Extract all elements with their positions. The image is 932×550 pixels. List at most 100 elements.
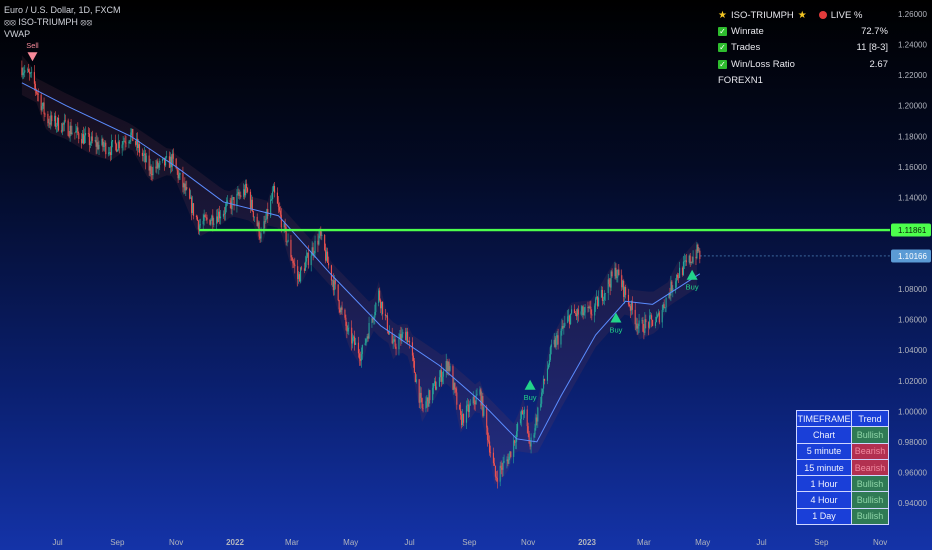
y-tick-label: 1.20000 (898, 102, 927, 111)
candle-body (400, 334, 402, 341)
candle-body (60, 130, 62, 132)
candle-body (426, 397, 428, 402)
candle-body (265, 218, 267, 222)
candle-body (67, 120, 69, 136)
candle-body (665, 297, 667, 308)
candle-body (473, 396, 475, 404)
y-tick-label: 0.96000 (898, 468, 927, 477)
candle-body (351, 327, 353, 344)
last-price-tag: 1.10166 (898, 252, 927, 261)
candle-body (607, 279, 609, 294)
buy-signal-label: Buy (524, 393, 537, 402)
candle-body (380, 300, 382, 309)
candle-body (622, 280, 624, 288)
candle-body (297, 266, 299, 279)
candle-body (419, 392, 421, 403)
candle-body (142, 155, 144, 156)
candle-body (537, 407, 539, 422)
candle-body (614, 267, 616, 277)
candle-body (546, 368, 549, 381)
indicator-title[interactable]: ⦻⦻ ISO-TRIUMPH ⦻⦻ (4, 17, 93, 27)
trend-cell: Bearish (851, 458, 889, 477)
x-tick-label: Nov (169, 538, 183, 547)
candle-body (540, 403, 542, 408)
candle-body (27, 69, 29, 71)
candle-body (141, 152, 143, 156)
candle-body (333, 280, 335, 291)
candle-body (203, 215, 205, 221)
y-tick-label: 1.14000 (898, 193, 927, 202)
candle-body (567, 316, 569, 323)
candle-body (617, 269, 619, 277)
candle-body (303, 268, 305, 271)
candle-body (618, 269, 620, 276)
candle-body (561, 326, 563, 331)
stats-value: 2.67 (869, 58, 889, 70)
candle-body (317, 240, 319, 245)
candle-body (101, 138, 103, 145)
candle-body (272, 191, 274, 200)
y-tick-label: 1.02000 (898, 377, 927, 386)
candle-body (385, 315, 387, 317)
candle-body (176, 168, 178, 171)
table-row: 5 minute Bearish (796, 442, 889, 460)
candle-body (162, 158, 164, 161)
candle-body (165, 156, 168, 158)
candle-body (588, 306, 590, 309)
candle-body (348, 327, 350, 329)
candle-body (598, 297, 600, 307)
candle-body (513, 440, 515, 457)
table-header-row: TIMEFRAME Trend (796, 409, 889, 428)
candle-body (657, 312, 659, 316)
candle-body (521, 410, 523, 415)
timeframe-trend-table: TIMEFRAME Trend Chart Bullish 5 minute B… (796, 409, 889, 526)
candle-body (114, 140, 116, 144)
candle-body (394, 339, 396, 347)
candle-body (152, 166, 154, 176)
candle-body (321, 234, 323, 236)
candle-body (463, 413, 465, 423)
candle-body (570, 313, 572, 325)
x-tick-label: 2022 (226, 538, 244, 547)
candle-body (379, 290, 381, 301)
candle-body (290, 239, 292, 258)
stats-title: ISO-TRIUMPH (730, 9, 794, 21)
candle-body (421, 398, 423, 408)
candle-body (183, 183, 185, 188)
candle-body (95, 140, 97, 147)
candle-body (554, 339, 556, 347)
candle-body (340, 307, 342, 313)
vwap-title[interactable]: VWAP (4, 29, 31, 39)
candle-body (55, 115, 57, 127)
candle-body (372, 318, 374, 320)
candle-body (30, 72, 32, 74)
candle-body (169, 156, 171, 168)
symbol-title[interactable]: Euro / U.S. Dollar, 1D, FXCM (4, 5, 121, 15)
candle-body (547, 365, 549, 369)
candle-body (264, 221, 266, 222)
candle-body (442, 370, 444, 377)
candle-body (466, 404, 468, 406)
candle-body (663, 304, 665, 308)
candle-body (43, 102, 45, 114)
candle-body (492, 452, 495, 464)
header-timeframe: TIMEFRAME (796, 409, 852, 428)
candle-body (223, 213, 225, 215)
candle-body (669, 293, 671, 296)
table-row: 4 Hour Bullish (796, 491, 889, 509)
candle-body (331, 280, 333, 282)
candle-body (438, 377, 440, 387)
candle-body (460, 409, 462, 415)
candle-body (334, 280, 336, 285)
candle-body (672, 288, 674, 291)
candle-body (469, 403, 471, 405)
candle-body (259, 236, 261, 239)
candle-body (456, 392, 458, 405)
candle-body (91, 136, 93, 141)
candle-body (526, 409, 528, 427)
candle-body (324, 234, 326, 250)
candle-body (690, 261, 692, 264)
candle-body (158, 164, 160, 168)
timeframe-cell: 15 minute (796, 458, 852, 477)
